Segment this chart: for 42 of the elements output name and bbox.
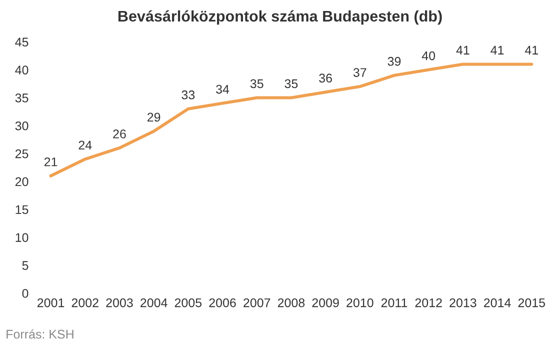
x-tick-label: 2002 [72,298,98,308]
data-label: 26 [113,130,126,138]
y-tick-label: 5 [22,261,28,270]
x-tick-label: 2003 [106,298,133,308]
data-label: 41 [456,46,470,54]
x-tick-label: 2005 [174,298,202,308]
data-label: 36 [319,74,332,83]
data-label: 40 [422,51,436,60]
x-tick-label: 2010 [346,298,374,308]
y-tick-label: 35 [15,94,28,102]
x-tick-label: 2013 [450,298,476,308]
data-label: 21 [44,157,58,166]
data-label: 35 [250,79,264,88]
data-label: 34 [216,84,230,94]
y-tick-label: 0 [22,288,28,298]
x-tick-label: 2008 [278,298,305,308]
y-tick-label: 45 [15,38,28,47]
data-label: 24 [78,140,92,150]
x-tick-label: 2012 [415,298,442,308]
data-label: 33 [182,90,195,100]
data-label: 41 [490,46,504,54]
y-tick-label: 20 [15,177,28,186]
y-tick-label: 10 [16,233,28,242]
x-tick-label: 2014 [484,298,511,308]
data-label: 29 [147,112,160,122]
data-label: 39 [388,56,401,66]
text: Forrás: KSH [6,329,74,339]
y-tick-label: 25 [15,149,28,158]
x-tick-label: 2015 [518,298,546,308]
x-tick-label: 2011 [381,298,408,308]
y-tick-label: 30 [15,121,28,130]
x-tick-label: 2006 [209,298,236,308]
y-tick-label: 15 [16,205,28,214]
x-tick-label: 2009 [312,298,339,308]
y-tick-label: 40 [15,66,28,74]
chart-title: Bevásárlóközpontok száma Budapesten (db) [118,10,442,25]
data-label: 37 [353,68,366,77]
x-tick-label: 2007 [244,298,270,308]
data-label: 41 [524,46,538,54]
data-label: 35 [284,79,298,88]
x-tick-label: 2004 [140,298,168,308]
x-tick-label: 2001 [38,298,64,308]
